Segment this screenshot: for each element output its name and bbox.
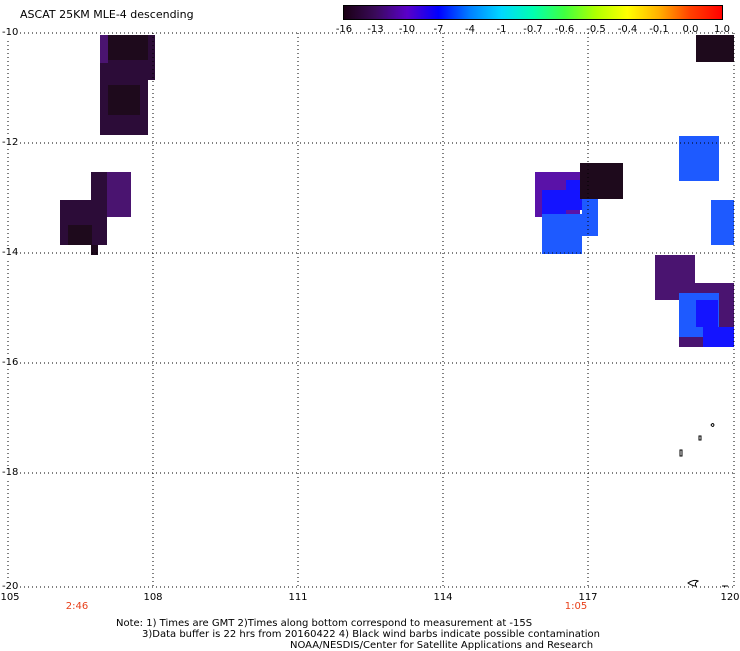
wind-patch xyxy=(580,163,623,199)
y-axis-label: -20 xyxy=(2,581,19,592)
x-axis-label: 114 xyxy=(433,592,453,603)
colorbar xyxy=(343,5,723,20)
note-line-1: Note: 1) Times are GMT 2)Times along bot… xyxy=(116,618,533,629)
note-line-2: 3)Data buffer is 22 hrs from 20160422 4)… xyxy=(142,629,600,640)
x-axis-label: 120 xyxy=(720,592,740,603)
wind-patch xyxy=(108,85,140,115)
note-line-3: NOAA/NESDIS/Center for Satellite Applica… xyxy=(290,640,594,651)
wind-data-patches xyxy=(60,35,734,347)
x-axis-label: 105 xyxy=(0,592,20,603)
wind-patch xyxy=(100,35,108,63)
wind-patch xyxy=(108,35,148,60)
colorbar-label: -7 xyxy=(433,24,444,35)
colorbar-label: -16 xyxy=(335,24,353,35)
colorbar-label: -0.1 xyxy=(649,24,669,35)
time-label-right: 1:05 xyxy=(564,601,588,612)
y-axis-label: -16 xyxy=(2,357,19,368)
x-axis-label: 108 xyxy=(143,592,163,603)
wind-patch xyxy=(696,35,734,62)
x-axis-label: 117 xyxy=(578,592,598,603)
wind-patch xyxy=(91,172,107,202)
wind-patch xyxy=(542,190,566,214)
colorbar-label: -4 xyxy=(465,24,475,35)
time-label-left: 2:46 xyxy=(65,601,89,612)
wind-patch xyxy=(711,200,734,245)
x-axis-label: 111 xyxy=(288,592,308,603)
y-axis-label: -12 xyxy=(2,137,19,148)
colorbar-label: -0.7 xyxy=(523,24,543,35)
colorbar-label: -13 xyxy=(367,24,384,35)
colorbar-label: -0.4 xyxy=(617,24,638,35)
map-gridlines xyxy=(7,32,735,588)
colorbar-label: 1.0 xyxy=(714,24,730,35)
wind-patch xyxy=(68,225,92,245)
wind-patch xyxy=(91,245,98,255)
wind-patch xyxy=(703,327,734,347)
y-axis-label: -10 xyxy=(2,27,19,38)
colorbar-label: -0.6 xyxy=(554,24,575,35)
wind-patch xyxy=(582,199,598,236)
colorbar-label: -1 xyxy=(496,24,507,35)
wind-patch xyxy=(542,214,582,254)
colorbar-label: -10 xyxy=(398,24,416,35)
coastline-islands xyxy=(679,423,728,587)
colorbar-label: 0.0 xyxy=(682,24,699,35)
map-title: ASCAT 25KM MLE-4 descending xyxy=(20,8,194,21)
wind-patch xyxy=(696,300,718,327)
y-axis-label: -18 xyxy=(2,467,19,478)
y-axis-label: -14 xyxy=(2,247,19,258)
colorbar-label: -0.5 xyxy=(586,24,606,35)
